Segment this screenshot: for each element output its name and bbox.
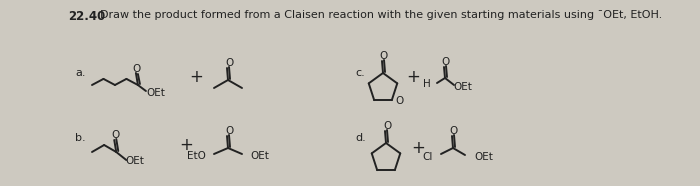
Text: O: O [380,51,388,61]
Text: b.: b. [75,133,85,143]
Text: 22.40: 22.40 [68,10,105,23]
Text: OEt: OEt [126,156,145,166]
Text: c.: c. [355,68,365,78]
Text: O: O [133,64,141,74]
Text: OEt: OEt [474,152,493,162]
Text: EtO: EtO [187,151,206,161]
Text: OEt: OEt [454,82,473,92]
Text: O: O [225,58,233,68]
Text: H: H [424,79,431,89]
Text: +: + [179,136,193,154]
Text: O: O [395,96,404,106]
Text: O: O [442,57,450,67]
Text: +: + [189,68,203,86]
Text: O: O [225,126,233,136]
Text: d.: d. [355,133,365,143]
Text: O: O [111,130,120,140]
Text: Draw the product formed from a Claisen reaction with the given starting material: Draw the product formed from a Claisen r… [93,10,662,20]
Text: OEt: OEt [146,88,165,98]
Text: O: O [383,121,391,131]
Text: +: + [406,68,420,86]
Text: OEt: OEt [250,151,269,161]
Text: O: O [450,126,458,136]
Text: +: + [411,139,425,157]
Text: Cl: Cl [423,152,433,162]
Text: a.: a. [75,68,85,78]
